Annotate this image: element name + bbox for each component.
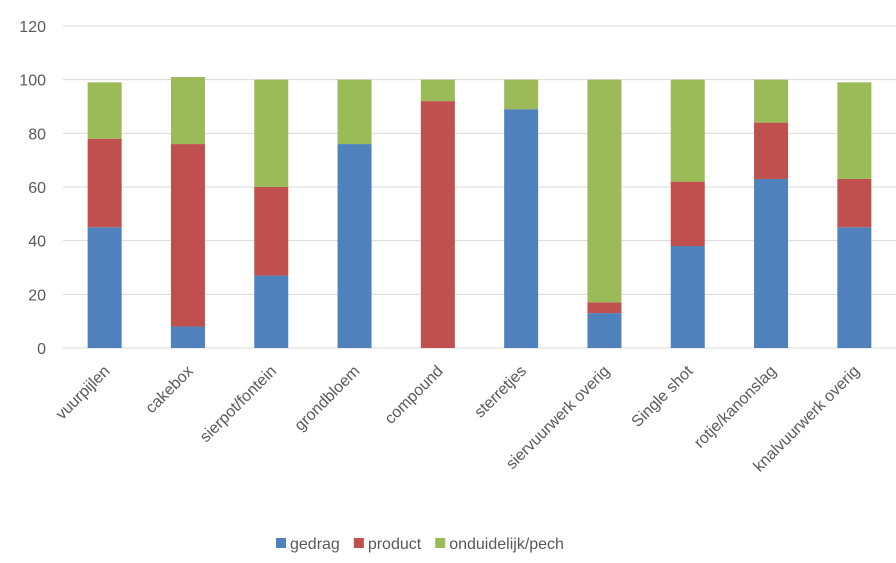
legend-label: onduidelijk/pech [449,536,564,553]
x-tick-label: sierpot/fontein [197,363,280,446]
legend-swatch [276,538,286,548]
bar-segment [254,79,289,187]
legend-swatch [435,538,446,548]
bar-segment [837,178,872,228]
bar-segment [670,246,705,348]
bars [87,76,872,348]
bar-segment [504,79,539,110]
x-axis: vuurpijlen cakebox sierpot/fontein grondblo… [53,362,863,475]
bar-segment [670,181,705,247]
x-tick-label: Single shot [629,362,697,430]
bar-segment [170,326,205,348]
y-tick-label: 40 [28,234,46,251]
bar-segment [837,82,872,179]
y-tick-label: 120 [19,19,46,36]
bar-segment [87,227,122,348]
bar-segment [337,144,372,348]
bar-segment [254,187,289,276]
bar-segment [254,275,289,348]
x-tick-label: rotje/kanonslag [691,363,780,452]
y-axis: 0 20 40 60 80 100 120 [19,19,46,358]
bar-segment [670,79,705,182]
bar-segment [337,79,372,145]
y-tick-label: 100 [19,73,46,90]
legend: gedrag product onduidelijk/pech [276,536,564,553]
bar-segment [504,109,539,348]
bar-segment [170,76,205,145]
bar-segment [87,138,122,228]
bar-segment [754,178,789,348]
bar-segment [837,227,872,348]
bar-segment [420,79,455,102]
bar-segment [587,302,622,314]
legend-label: gedrag [290,536,340,553]
y-tick-label: 20 [28,287,46,304]
x-tick-label: compound [382,363,447,428]
bar-segment [754,79,789,123]
bar-segment [754,122,789,179]
bar-segment [170,144,205,327]
bar-segment [587,313,622,348]
x-tick-label: grondbloem [292,363,364,435]
legend-swatch [353,538,364,548]
y-tick-label: 0 [37,341,46,358]
x-tick-label: vuurpijlen [53,363,113,423]
y-tick-label: 60 [28,180,46,197]
y-tick-label: 80 [28,126,46,143]
x-tick-label: sterretjes [471,363,530,422]
bar-segment [587,79,622,303]
bar-segment [87,82,122,139]
legend-label: product [368,536,422,553]
x-tick-label: cakebox [143,363,197,417]
bar-segment [420,101,455,348]
